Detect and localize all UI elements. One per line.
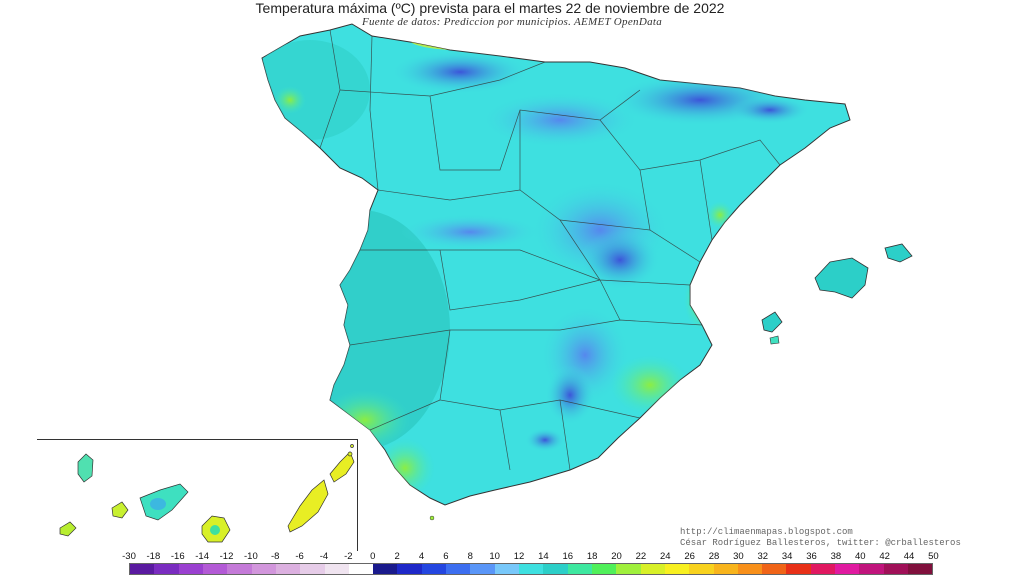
legend-tick-label: -12 [219,551,234,562]
legend-tick-label: 50 [928,551,939,562]
legend-swatch [616,564,641,574]
legend-swatch [519,564,544,574]
legend-tick-label: -4 [319,551,329,562]
legend-swatch [762,564,787,574]
legend-swatch [421,564,447,574]
legend-tick-label: 6 [443,551,449,562]
legend-tick-label: -16 [170,551,185,562]
legend-swatch [130,564,155,574]
legend-swatch [591,564,617,574]
legend-swatch [835,564,860,574]
legend-swatch [883,564,908,574]
legend-swatch [397,564,422,574]
alboran-island [429,515,435,521]
legend-color-bar [129,563,934,575]
legend-swatch [324,564,349,574]
legend-tick-label: 32 [757,551,769,562]
legend-swatch [859,564,884,574]
legend-swatch [251,564,276,574]
legend-swatch [664,564,690,574]
legend-swatch [713,564,738,574]
legend-swatch [494,564,519,574]
legend-swatch [567,564,592,574]
legend-swatch [737,564,763,574]
map-subtitle: Fuente de datos: Prediccion por municipi… [361,16,663,28]
legend-tick-label: -18 [146,551,161,562]
legend-tick-label: 38 [830,551,842,562]
legend-swatch [275,564,301,574]
legend-tick-label: -30 [122,551,136,562]
legend-tick-label: 24 [659,551,671,562]
legend-tick-label: -6 [295,551,304,562]
legend-swatch [202,564,228,574]
legend-swatch [227,564,252,574]
legend-tick-label: 44 [903,551,915,562]
credits-author: César Rodríguez Ballesteros, twitter: @c… [680,538,961,548]
legend-tick-label: 18 [586,551,598,562]
legend-labels: -30 -18 -16 -14 -12 -10 -8 -6 -4 -2 0 2 4 6 8 10 12 14 16 1… [118,551,948,563]
legend-tick-label: -10 [244,551,258,562]
credits: http://climaenmapas.blogspot.com César R… [680,527,961,549]
legend-tick-label: 30 [733,551,744,562]
legend-tick-label: 42 [879,551,890,562]
legend-swatch [300,564,325,574]
legend-tick-label: 8 [467,551,473,562]
legend-tick-label: 36 [806,551,817,562]
legend-swatch [689,564,714,574]
legend-tick-label: 12 [513,551,525,562]
formentera-island [769,335,780,345]
legend-swatch [348,564,374,574]
legend-tick-label: 2 [394,551,400,562]
legend-tick-label: 0 [370,551,376,562]
legend-tick-label: -8 [271,551,280,562]
map-title: Temperatura máxima (ºC) prevista para el… [255,0,725,16]
legend-tick-label: -2 [344,551,353,562]
legend-swatch [470,564,495,574]
legend-tick-label: 20 [611,551,622,562]
menorca-island [884,243,913,263]
legend-swatch [786,564,811,574]
canary-islands-frame [37,439,358,551]
legend-tick-label: -14 [195,551,209,562]
credits-url[interactable]: http://climaenmapas.blogspot.com [680,527,853,537]
legend-tick-label: 28 [708,551,720,562]
legend-tick-label: 14 [538,551,549,562]
legend-tick-label: 40 [854,551,866,562]
ibiza-island [761,311,783,333]
legend-swatch [154,564,179,574]
legend-swatch [908,564,933,574]
legend-tick-label: 22 [635,551,647,562]
legend-tick-label: 10 [489,551,500,562]
mallorca-island [814,257,869,299]
canary-islands [59,444,355,543]
legend-swatch [810,564,836,574]
legend-tick-label: 16 [562,551,574,562]
legend-tick-label: 34 [781,551,793,562]
legend-swatch [373,564,398,574]
legend-swatch [446,564,471,574]
legend-tick-label: 26 [684,551,695,562]
legend-swatch [640,564,665,574]
legend-swatch [543,564,568,574]
legend-swatch [178,564,203,574]
legend-tick-label: 4 [418,551,425,562]
